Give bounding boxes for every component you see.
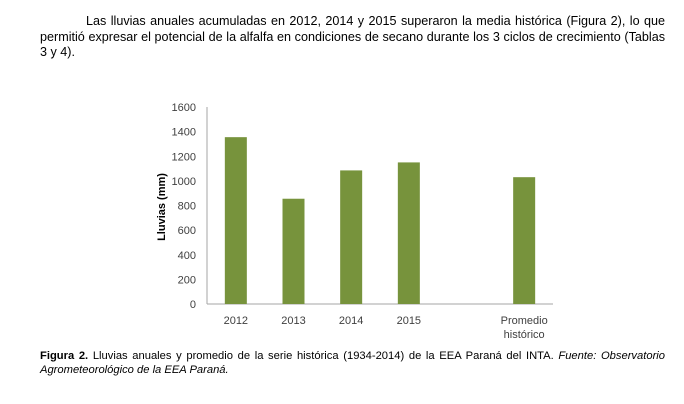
x-tick-label: 2012 [224,315,248,327]
y-tick-label: 800 [178,201,196,213]
caption-source: Fuente: Observatorio Agrometeorológico d… [40,350,665,376]
y-tick-label: 400 [178,250,196,262]
bar-2014 [340,170,363,304]
x-tick-label: Promedio [501,315,548,327]
body-paragraph: Las lluvias anuales acumuladas en 2012, … [40,14,665,61]
caption-label: Figura 2. [40,350,89,362]
y-axis-label: Lluvias (mm) [156,173,168,241]
y-tick-label: 0 [190,299,196,311]
caption-text: Lluvias anuales y promedio de la serie h… [88,350,559,362]
bar-2015 [397,162,420,304]
x-tick-label: 2014 [339,315,363,327]
y-tick-label: 1400 [172,127,196,139]
x-tick-label: 2015 [397,315,421,327]
x-tick-label: histórico [504,329,545,341]
figure-caption: Figura 2. Lluvias anuales y promedio de … [40,349,665,377]
y-tick-label: 1200 [172,151,196,163]
y-tick-label: 600 [178,225,196,237]
y-tick-label: 200 [178,274,196,286]
y-tick-label: 1600 [172,102,196,114]
bar-promedio-histórico [513,177,536,304]
y-tick-label: 1000 [172,176,196,188]
bar-2012 [224,137,247,304]
x-tick-label: 2013 [281,315,305,327]
bar-2013 [282,198,305,304]
paragraph-text: Las lluvias anuales acumuladas en 2012, … [40,14,665,59]
